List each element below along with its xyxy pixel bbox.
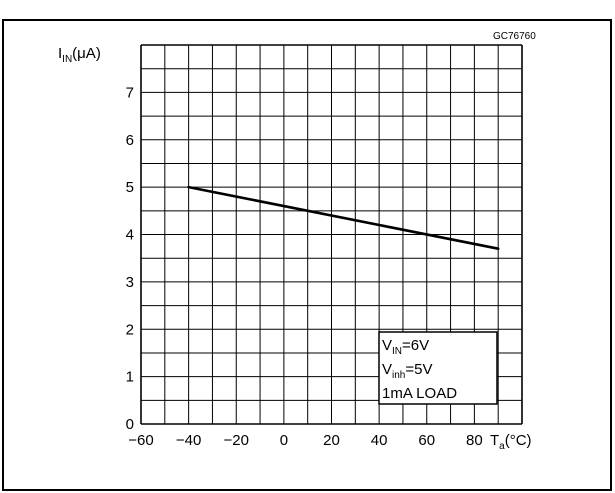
legend-line-2: Vinh=5V bbox=[382, 361, 432, 381]
y-tick-label: 2 bbox=[126, 321, 134, 338]
legend-box-frame bbox=[378, 331, 498, 405]
x-tick-label: −40 bbox=[176, 432, 201, 449]
x-axis-label-sub: a bbox=[499, 441, 505, 452]
x-tick-label: −20 bbox=[224, 432, 249, 449]
legend-line-1: VIN=6V bbox=[382, 337, 429, 357]
y-tick-labels: 0 1 2 3 4 5 6 7 bbox=[126, 84, 134, 433]
legend-line-3: 1mA LOAD bbox=[382, 385, 457, 402]
x-axis-label-main: T bbox=[490, 432, 499, 449]
y-tick-label: 6 bbox=[126, 132, 134, 149]
figure-code: GC76760 bbox=[493, 31, 536, 42]
x-tick-label: 80 bbox=[466, 432, 483, 449]
y-tick-label: 7 bbox=[126, 84, 134, 101]
y-tick-label: 4 bbox=[126, 227, 134, 244]
legend-box: VIN=6V Vinh=5V 1mA LOAD bbox=[378, 331, 498, 405]
x-tick-label: 40 bbox=[371, 432, 388, 449]
x-tick-labels: −60 −40 −20 0 20 40 60 80 bbox=[128, 432, 482, 449]
series bbox=[187, 185, 500, 250]
x-tick-label: 0 bbox=[280, 432, 288, 449]
y-tick-label: 5 bbox=[126, 179, 134, 196]
y-axis-label-unit: (μA) bbox=[72, 45, 101, 62]
x-tick-label: 60 bbox=[418, 432, 435, 449]
y-axis-label-main: I bbox=[58, 45, 62, 62]
y-axis-label-sub: IN bbox=[62, 54, 72, 65]
figure-frame bbox=[2, 19, 612, 491]
y-axis-label: IIN(μA) bbox=[58, 45, 101, 65]
x-axis-label: Ta(°C) bbox=[490, 432, 532, 452]
x-tick-label: 20 bbox=[323, 432, 340, 449]
x-axis-label-unit: (°C) bbox=[505, 432, 532, 449]
y-tick-label: 3 bbox=[126, 274, 134, 291]
y-tick-label: 0 bbox=[126, 416, 134, 433]
series-line bbox=[187, 185, 500, 250]
y-tick-label: 1 bbox=[126, 369, 134, 386]
x-tick-label: −60 bbox=[128, 432, 153, 449]
